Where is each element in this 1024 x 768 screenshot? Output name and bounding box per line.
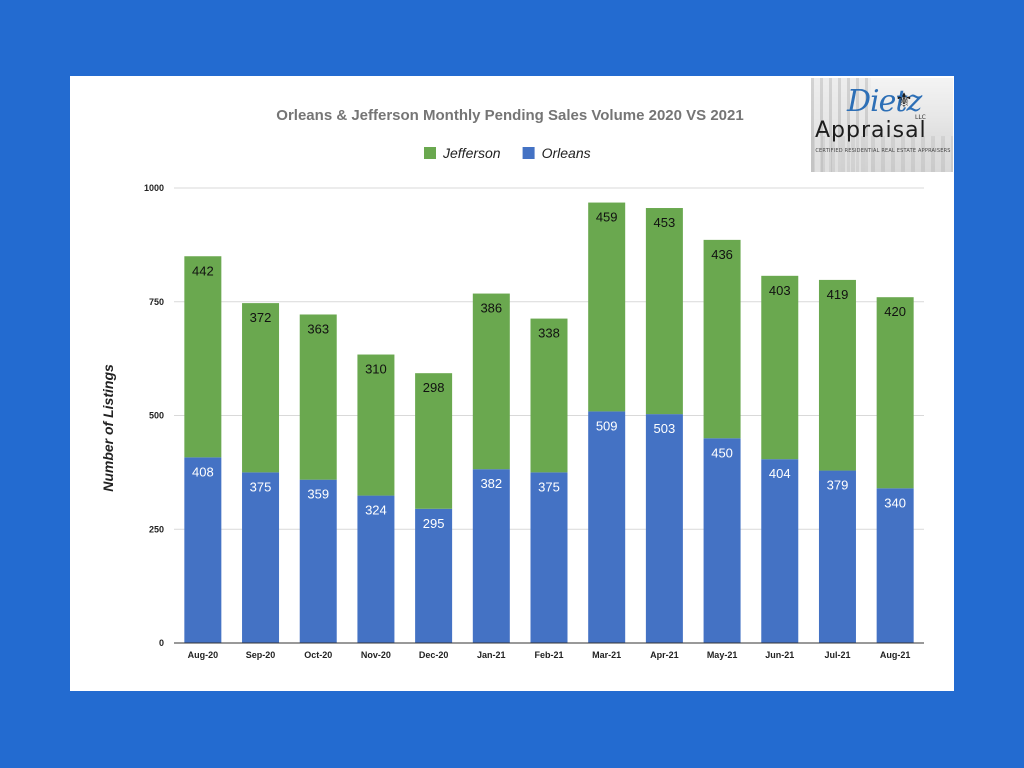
data-label-jefferson: 403 [769,283,791,298]
data-label-orleans: 450 [711,445,733,460]
x-tick-label: Aug-20 [188,650,219,660]
data-label-jefferson: 436 [711,247,733,262]
x-tick-label: Aug-21 [880,650,911,660]
data-label-jefferson: 310 [365,362,387,377]
x-tick-label: Nov-20 [361,650,391,660]
chart-title: Orleans & Jefferson Monthly Pending Sale… [276,107,743,124]
bar-orleans [184,457,222,643]
y-tick-label: 750 [149,297,164,307]
legend-label: Orleans [542,145,591,161]
x-tick-label: Jan-21 [477,650,506,660]
bar-jefferson [472,293,510,470]
bar-orleans [357,495,395,643]
x-tick-label: Jul-21 [824,650,850,660]
y-tick-label: 1000 [144,183,164,193]
logo-building-base [811,136,953,172]
chart-legend: Jefferson Orleans [424,145,591,161]
data-label-orleans: 295 [423,516,445,531]
data-label-jefferson: 453 [654,215,676,230]
data-label-jefferson: 298 [423,380,445,395]
data-label-orleans: 340 [884,495,906,510]
y-tick-label: 0 [159,638,164,648]
legend-swatch [522,147,535,159]
data-label-jefferson: 363 [307,321,329,336]
x-tick-label: Apr-21 [650,650,679,660]
bar-jefferson [761,275,799,460]
data-label-orleans: 503 [654,421,676,436]
logo-script-text: Dietz [847,84,922,119]
fleur-de-lis-icon: ⚜ [895,88,913,112]
company-logo: Dietz ⚜ LLC Appraisal CERTIFIED RESIDENT… [811,78,953,172]
bar-jefferson [818,279,856,471]
bar-orleans [588,411,626,643]
bar-orleans [818,470,856,643]
data-label-orleans: 408 [192,464,214,479]
data-label-orleans: 324 [365,503,387,518]
y-tick-label: 250 [149,524,164,534]
data-label-jefferson: 442 [192,263,214,278]
bar-orleans [645,414,683,643]
chart-card: Orleans & Jefferson Monthly Pending Sale… [70,76,954,691]
bar-jefferson [299,314,337,480]
data-label-orleans: 509 [596,418,618,433]
data-label-orleans: 382 [480,476,502,491]
bar-jefferson [357,354,395,496]
chart-axes: 0 250 500 750 1000 Aug-20 Sep-20 Oct-20 Nov-20 De… [144,183,924,660]
bar-jefferson [703,239,741,439]
bar-orleans [472,469,510,643]
x-tick-label: Dec-20 [419,650,449,660]
data-label-orleans: 375 [250,479,272,494]
y-axis-label: Number of Listings [100,364,116,492]
data-label-jefferson: 338 [538,326,560,341]
bar-orleans [530,472,568,643]
logo-llc: LLC [915,114,926,121]
logo-tagline: CERTIFIED RESIDENTIAL REAL ESTATE APPRAI… [815,148,951,154]
data-label-jefferson: 372 [250,310,272,325]
data-label-jefferson: 386 [480,301,502,316]
chart-svg: Orleans & Jefferson Monthly Pending Sale… [100,107,924,660]
chart-bars: 408 442 375 372 359 363 324 310 295 298 382 386 375 3… [184,202,914,643]
x-tick-label: May-21 [707,650,738,660]
bar-jefferson [876,297,914,489]
data-label-orleans: 359 [307,487,329,502]
bar-jefferson [645,208,683,415]
bar-orleans [299,479,337,643]
data-label-orleans: 375 [538,479,560,494]
bar-orleans [761,459,799,643]
bar-jefferson [530,318,568,473]
bar-orleans [703,438,741,643]
legend-swatch [424,147,436,159]
x-tick-label: Jun-21 [765,650,794,660]
legend-label: Jefferson [442,145,501,161]
bar-jefferson [415,373,453,509]
logo-wordmark: Appraisal [815,118,927,143]
bar-jefferson [242,303,280,473]
bar-orleans [242,472,280,643]
x-tick-label: Feb-21 [534,650,563,660]
data-label-jefferson: 459 [596,210,618,225]
bar-orleans [415,508,453,643]
data-label-orleans: 404 [769,466,791,481]
data-label-orleans: 379 [827,478,849,493]
y-tick-label: 500 [149,411,164,421]
bar-jefferson [588,202,626,412]
x-tick-label: Oct-20 [304,650,332,660]
data-label-jefferson: 420 [884,304,906,319]
x-tick-label: Sep-20 [246,650,276,660]
data-label-jefferson: 419 [827,287,849,302]
bar-orleans [876,488,914,643]
x-tick-label: Mar-21 [592,650,621,660]
bar-jefferson [184,256,222,458]
